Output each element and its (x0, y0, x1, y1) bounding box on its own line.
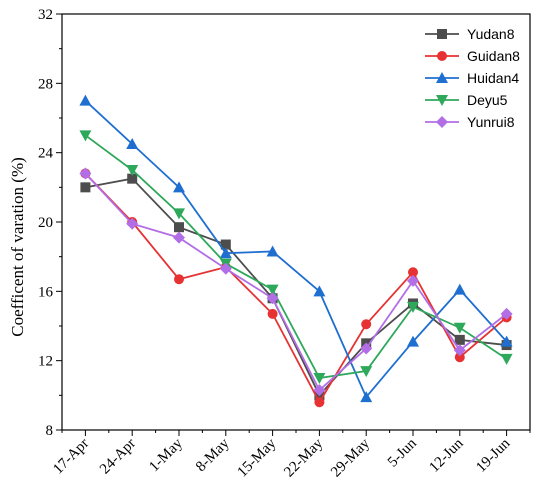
legend-item: Huidan4 (425, 70, 519, 86)
y-tick-label: 20 (38, 215, 53, 231)
data-point (314, 397, 325, 408)
data-point (267, 308, 278, 319)
x-tick-label: 24-Apr (97, 436, 139, 478)
y-tick-label: 28 (38, 76, 53, 92)
data-point (313, 373, 326, 384)
data-point (126, 217, 139, 230)
legend-marker (436, 95, 448, 106)
data-point (500, 335, 513, 347)
series-huidan4 (79, 94, 513, 403)
data-point (219, 247, 232, 259)
data-point (79, 167, 92, 180)
data-point (360, 391, 373, 403)
legend-item: Yunrui8 (425, 114, 515, 130)
series-group (79, 94, 513, 408)
data-point (79, 130, 92, 142)
data-point (500, 353, 513, 365)
data-point (127, 173, 138, 184)
data-point (454, 352, 465, 363)
series-line (84, 134, 508, 379)
data-point (173, 181, 185, 193)
legend-label: Yunrui8 (467, 114, 515, 130)
x-tick-label: 15-May (235, 435, 280, 480)
series-line (84, 172, 508, 405)
x-tick-label: 1-May (146, 435, 186, 475)
series-yunrui8 (79, 167, 513, 397)
data-point (360, 366, 373, 378)
legend-item: Deyu5 (425, 92, 508, 108)
data-point (500, 307, 513, 320)
data-point (407, 335, 419, 347)
legend: Yudan8 Guidan8 Huidan4 Deyu5 Yunrui8 (425, 26, 520, 130)
data-point (360, 342, 373, 355)
y-tick-label: 8 (46, 423, 54, 439)
data-point (266, 292, 279, 305)
legend-label: Guidan8 (467, 48, 520, 64)
series-line (85, 177, 507, 397)
y-axis-title: Coefficent of varation (%) (8, 157, 27, 337)
x-tick-label: 8-May (193, 435, 233, 475)
data-point (408, 267, 418, 278)
legend-marker (436, 72, 448, 83)
data-point (454, 334, 465, 345)
data-point (266, 245, 279, 257)
x-tick-label: 17-Apr (50, 436, 92, 478)
series-guidan8 (80, 168, 512, 408)
data-point (174, 222, 184, 233)
data-point (173, 208, 185, 220)
x-tick-label: 29-May (328, 435, 373, 480)
x-tick-label: 5-Jun (385, 435, 420, 470)
data-point (313, 384, 326, 397)
data-point (453, 344, 466, 357)
data-point (174, 274, 184, 285)
x-axis: 17-Apr 24-Apr 1-May 8-May 15-May 22-May 29-May… (50, 430, 531, 480)
data-point (453, 322, 466, 334)
legend-label: Yudan8 (467, 26, 515, 42)
data-point (266, 284, 279, 296)
data-point (173, 231, 185, 244)
legend-marker (437, 29, 447, 39)
data-point (407, 274, 419, 287)
legend-marker (437, 51, 447, 61)
y-tick-label: 16 (38, 284, 54, 300)
series-line (84, 172, 508, 392)
data-point (361, 319, 372, 330)
y-tick-label: 32 (38, 7, 53, 23)
data-point (453, 283, 466, 295)
data-point (80, 182, 91, 193)
series-line (84, 100, 508, 399)
legend-label: Huidan4 (467, 70, 519, 86)
legend-marker (436, 116, 448, 128)
x-tick-label: 22-May (281, 435, 326, 480)
y-tick-label: 12 (38, 354, 53, 370)
data-point (313, 285, 326, 297)
data-point (126, 165, 139, 176)
legend-item: Guidan8 (425, 48, 520, 64)
x-tick-label: 12-Jun (426, 435, 467, 476)
y-axis: 8 12 16 20 24 28 32 (38, 7, 62, 439)
data-point (79, 94, 92, 106)
data-point (126, 138, 139, 149)
data-point (219, 262, 232, 275)
y-tick-label: 24 (38, 146, 54, 162)
data-point (220, 239, 231, 250)
legend-item: Yudan8 (425, 26, 515, 42)
series-yudan8 (80, 173, 512, 401)
legend-label: Deyu5 (467, 92, 508, 108)
x-tick-label: 19-Jun (473, 435, 514, 476)
data-point (407, 301, 419, 313)
